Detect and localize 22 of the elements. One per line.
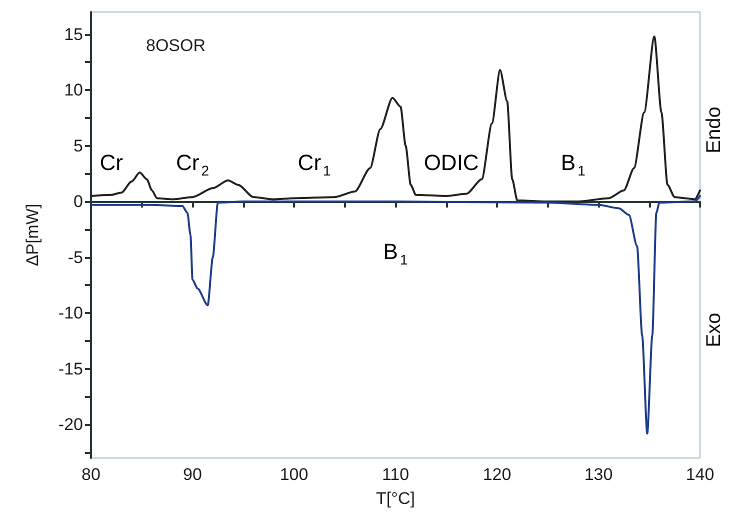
text: Exo	[703, 312, 725, 348]
text: Endo	[703, 106, 725, 154]
y-tick-label: 10	[64, 80, 83, 100]
y-tick-label: -5	[68, 248, 83, 267]
annotation: ODIC	[424, 150, 479, 176]
y-tick-label: -10	[58, 304, 83, 323]
x-tick-label: 120	[482, 465, 512, 484]
annotation: Cr	[100, 150, 123, 176]
y-tick-label: 15	[64, 24, 83, 44]
y-tick-label: 5	[74, 136, 83, 156]
x-axis-title: T[°C]	[376, 489, 415, 508]
x-tick-label: 100	[280, 465, 308, 484]
y-tick-label: 0	[74, 192, 83, 212]
text: 8OSOR	[146, 36, 206, 55]
x-tick-label: 110	[382, 465, 410, 484]
y-axis-title: ΔP[mW]	[23, 204, 42, 266]
x-tick-label: 140	[686, 465, 714, 484]
y-tick-label: -15	[58, 359, 83, 378]
y-tick-label: -20	[58, 415, 83, 434]
x-tick-label: 80	[82, 465, 100, 484]
x-tick-label: 130	[584, 465, 613, 484]
x-tick-label: 90	[183, 465, 202, 484]
